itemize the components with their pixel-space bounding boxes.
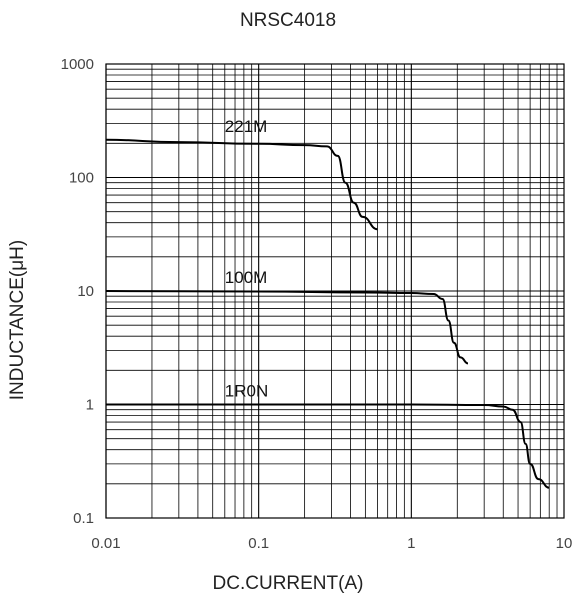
series-label-100M: 100M bbox=[225, 268, 268, 287]
y-tick-label: 10 bbox=[77, 283, 94, 300]
x-tick-label: 0.1 bbox=[248, 535, 269, 552]
x-tick-label: 0.01 bbox=[91, 535, 120, 552]
series-line-100M bbox=[105, 290, 469, 365]
x-tick-label: 1 bbox=[407, 535, 415, 552]
y-tick-label: 1000 bbox=[61, 56, 94, 73]
y-tick-label: 1 bbox=[86, 397, 94, 414]
chart-title: NRSC4018 bbox=[239, 10, 337, 31]
series-label-221M: 221M bbox=[225, 117, 268, 136]
y-tick-label: 100 bbox=[69, 170, 94, 187]
series-line-221M bbox=[105, 138, 378, 231]
series-line-1R0N bbox=[106, 403, 550, 489]
x-axis-label: DC.CURRENT(A) bbox=[212, 573, 364, 594]
y-tick-label: 0.1 bbox=[73, 510, 94, 527]
series-label-1R0N: 1R0N bbox=[225, 382, 268, 401]
x-tick-label: 10 bbox=[556, 535, 573, 552]
